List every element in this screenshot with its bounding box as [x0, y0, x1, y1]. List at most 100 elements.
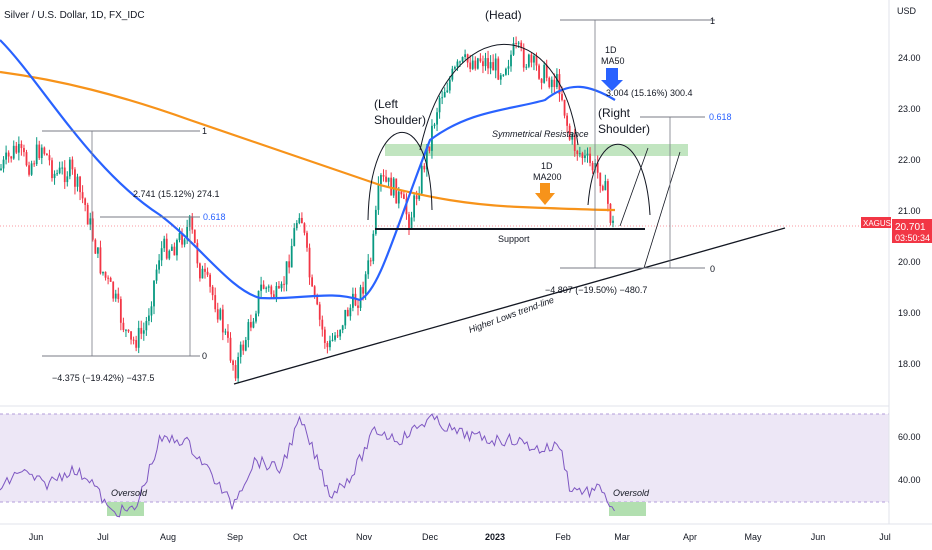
sym-resistance-label: Symmetrical Resistance — [492, 129, 589, 139]
candle-body — [512, 43, 515, 55]
candle-body — [321, 319, 324, 330]
candle-body — [420, 165, 423, 194]
candle-body — [257, 290, 260, 314]
head-arc — [419, 43, 579, 151]
right-shoulder-label-1: (Right — [598, 106, 631, 120]
ma50-line — [0, 39, 616, 302]
candle-body — [145, 320, 148, 331]
candle-body — [454, 66, 456, 69]
candle-body — [301, 217, 303, 224]
candle-body — [311, 277, 313, 287]
candle-body — [584, 155, 586, 158]
candle-body — [484, 58, 487, 67]
fib-right-0: 0 — [710, 264, 715, 274]
candle-body — [0, 168, 2, 170]
zones-layer — [385, 144, 688, 156]
candle-body — [349, 307, 352, 317]
higher-lows-trendline — [233, 227, 786, 385]
candle-body — [540, 78, 543, 83]
candle-body — [173, 246, 176, 256]
candle-body — [538, 65, 540, 79]
candle-body — [336, 335, 339, 337]
time-tick-label: Dec — [422, 532, 439, 542]
candle-body — [140, 327, 143, 334]
candle-body — [367, 260, 370, 275]
candle-body — [265, 287, 268, 289]
price-tick-label: 20.00 — [898, 257, 921, 267]
candle-body — [7, 152, 10, 157]
fib-left-0: 0 — [202, 351, 207, 361]
candle-body — [66, 176, 69, 183]
candle-body — [323, 329, 326, 343]
candle-body — [387, 177, 390, 182]
time-tick-label: Mar — [614, 532, 630, 542]
ma200-label-1: 1D — [541, 161, 553, 171]
candle-body — [326, 342, 329, 348]
candle-body — [306, 232, 308, 248]
candle-body — [612, 220, 614, 223]
candle-body — [443, 92, 446, 98]
candle-body — [237, 356, 240, 379]
candle-body — [165, 238, 168, 259]
candle-body — [290, 245, 293, 268]
candle-body — [219, 309, 222, 320]
measure-left-rise: 2.741 (15.12%) 274.1 — [133, 189, 220, 199]
candle-body — [410, 217, 413, 228]
candle-body — [369, 260, 372, 262]
candle-body — [86, 204, 89, 225]
fib-left-618: 0.618 — [203, 212, 226, 222]
candle-body — [191, 216, 194, 230]
candle-body — [227, 331, 229, 338]
candle-body — [196, 242, 199, 264]
candle-body — [295, 223, 298, 229]
time-tick-label: Jul — [879, 532, 891, 542]
candle-body — [607, 181, 609, 204]
measure-right-drop: −4.807 (−19.50%) −480.7 — [545, 285, 647, 295]
ma200-label-2: MA200 — [533, 172, 562, 182]
candle-body — [293, 228, 296, 246]
candle-body — [30, 163, 33, 175]
candle-body — [308, 247, 311, 278]
drawings-layer — [0, 19, 889, 385]
time-tick-label: Apr — [683, 532, 697, 542]
candle-body — [112, 281, 115, 299]
candle-body — [499, 75, 502, 80]
candle-body — [170, 246, 173, 251]
candle-body — [441, 97, 444, 99]
candle-body — [339, 330, 342, 337]
candle-body — [448, 79, 451, 91]
candle-body — [79, 176, 81, 193]
time-tick-label: 2023 — [485, 532, 505, 542]
candle-body — [535, 55, 538, 66]
candle-body — [525, 66, 528, 68]
candle-body — [303, 223, 306, 233]
candle-body — [23, 148, 25, 153]
candle-body — [313, 286, 316, 297]
candle-body — [2, 159, 5, 169]
candles-layer — [0, 36, 614, 383]
candle-body — [433, 124, 436, 126]
candle-body — [502, 74, 505, 76]
candle-body — [255, 313, 257, 322]
candle-body — [135, 340, 138, 348]
candle-body — [578, 153, 581, 155]
measure-left-drop: −4.375 (−19.42%) −437.5 — [52, 373, 154, 383]
time-tick-label: Aug — [160, 532, 176, 542]
candle-body — [102, 271, 104, 274]
price-tick-label: 23.00 — [898, 104, 921, 114]
candle-body — [596, 162, 599, 173]
candle-body — [604, 181, 607, 191]
candle-body — [581, 153, 584, 158]
candle-body — [352, 293, 354, 308]
projection-arrow-2 — [643, 151, 681, 269]
candle-body — [204, 268, 206, 272]
candle-body — [510, 54, 512, 67]
candle-body — [568, 125, 571, 140]
candle-body — [382, 175, 385, 177]
candle-body — [471, 60, 474, 69]
ma200-line — [0, 70, 616, 212]
candle-body — [359, 287, 362, 308]
candle-body — [413, 195, 415, 218]
candle-body — [474, 60, 477, 69]
